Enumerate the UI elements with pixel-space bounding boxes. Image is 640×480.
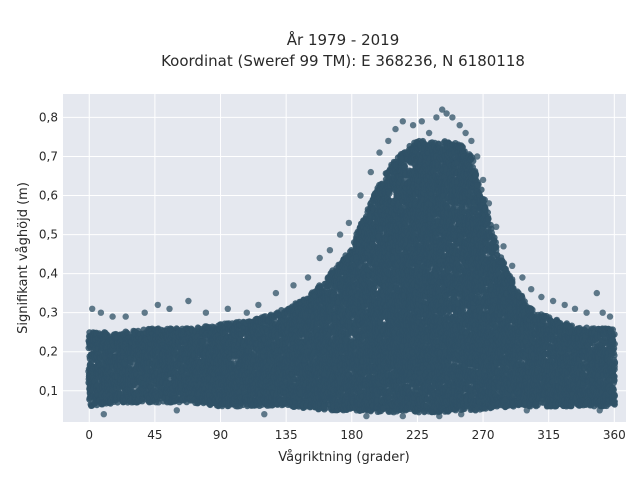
- chart-subtitle: Koordinat (Sweref 99 TM): E 368236, N 61…: [161, 52, 525, 70]
- chart-title: År 1979 - 2019: [287, 30, 400, 49]
- scatter-chart: År 1979 - 2019 Koordinat (Sweref 99 TM):…: [0, 0, 640, 480]
